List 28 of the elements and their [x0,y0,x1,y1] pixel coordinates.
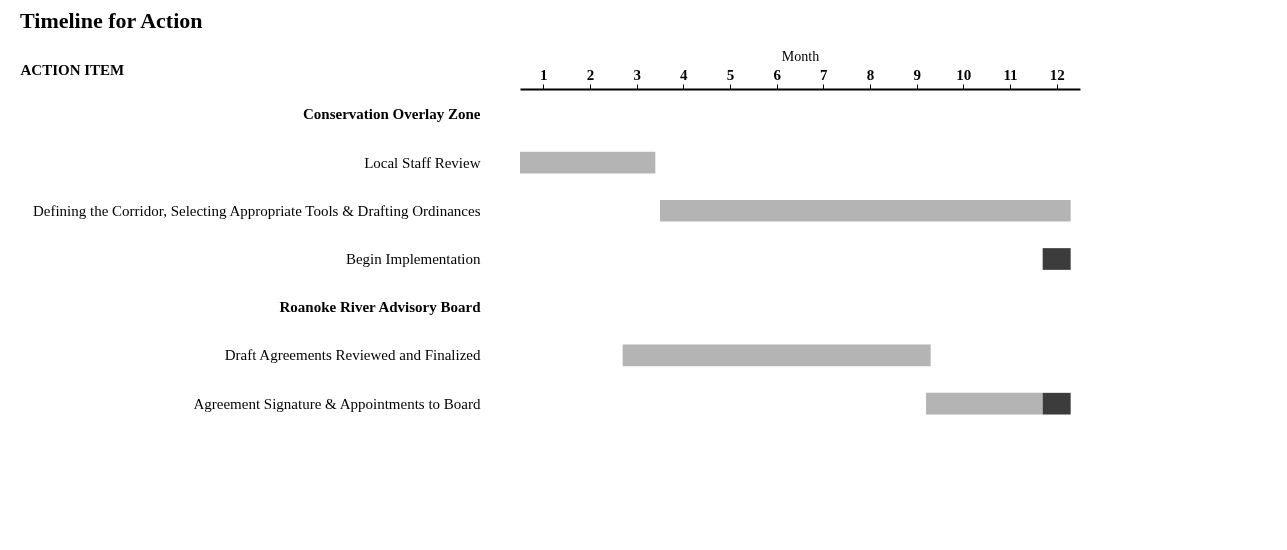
y-tick-label: Draft Agreements Reviewed and Finalized [224,347,481,364]
y-tick-label: Roanoke River Advisory Board [279,299,482,316]
y-tick-label: Local Staff Review [364,154,481,171]
x-tick-label: 2 [586,66,595,83]
text: Timeline for Action [20,8,203,33]
y-tick-label: Conservation Overlay Zone [303,106,481,123]
x-tick-label: 3 [633,66,641,83]
x-tick-label: 1 [540,66,548,83]
x-axis-title: Month [781,48,820,64]
bar [660,199,1071,222]
x-tick-label: 10 [956,66,972,83]
bar [926,392,1043,415]
y-tick-label: Begin Implementation [345,251,481,267]
x-tick-label: 12 [1049,66,1065,83]
bar [520,151,656,174]
x-tick-label: 7 [820,66,829,83]
y-axis-title: ACTION ITEM [20,61,125,78]
y-tick-label: Agreement Signature & Appointments to Board [193,395,481,412]
x-tick-label: 8 [866,66,875,83]
x-tick-label: 11 [1003,66,1018,83]
x-tick-label: 6 [773,66,782,83]
bar [1042,392,1071,415]
x-tick-label: 4 [680,66,689,83]
y-tick-label: Defining the Corridor, Selecting Appropriate Tools & Drafting Ordinances [32,202,481,219]
x-tick-label: 9 [913,66,921,83]
x-tick-label: 5 [726,66,735,83]
bar [622,344,931,367]
bar [1042,248,1071,270]
